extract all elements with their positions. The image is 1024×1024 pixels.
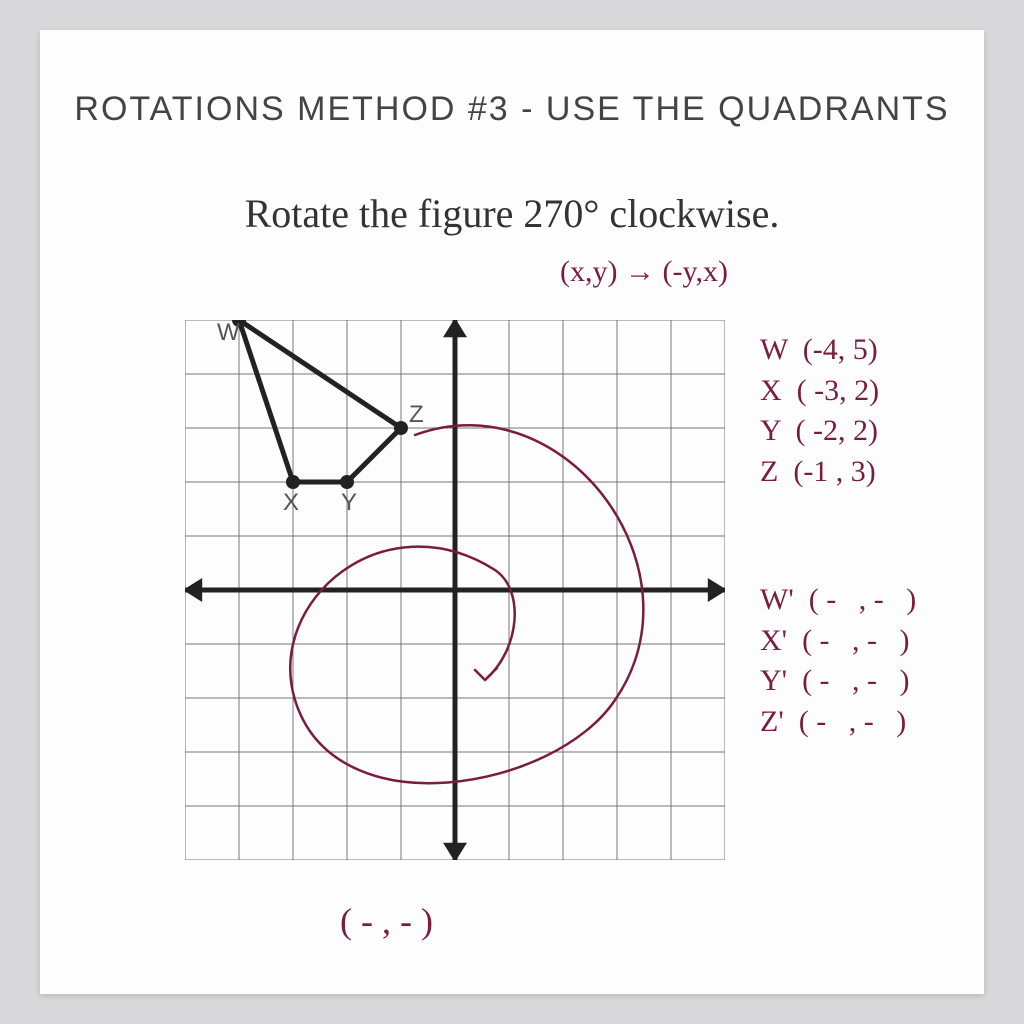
- coord-row: Z (-1 , 3): [760, 452, 879, 493]
- page-title: ROTATIONS METHOD #3 - USE THE QUADRANTS: [40, 90, 984, 129]
- worksheet-paper: ROTATIONS METHOD #3 - USE THE QUADRANTS …: [40, 30, 984, 994]
- image-coordinates: W' ( - , - )X' ( - , - )Y' ( - , - )Z' (…: [760, 580, 916, 742]
- original-coordinates: W (-4, 5)X ( -3, 2)Y ( -2, 2)Z (-1 , 3): [760, 330, 879, 492]
- transformation-rule: (x,y) → (-y,x): [560, 255, 728, 289]
- coordinate-grid: W X Y Z: [185, 320, 725, 860]
- coord-row: Z' ( - , - ): [760, 702, 916, 743]
- coord-row: X ( -3, 2): [760, 371, 879, 412]
- svg-text:X: X: [283, 489, 299, 516]
- quadrant-3-sign-label: ( - , - ): [340, 900, 433, 942]
- coord-row: Y ( -2, 2): [760, 411, 879, 452]
- instruction-text: Rotate the figure 270° clockwise.: [40, 190, 984, 237]
- coord-row: X' ( - , - ): [760, 621, 916, 662]
- svg-text:Z: Z: [409, 401, 424, 428]
- coord-row: W (-4, 5): [760, 330, 879, 371]
- coord-row: Y' ( - , - ): [760, 661, 916, 702]
- svg-text:Y: Y: [341, 489, 357, 516]
- svg-text:W: W: [217, 320, 240, 346]
- coord-row: W' ( - , - ): [760, 580, 916, 621]
